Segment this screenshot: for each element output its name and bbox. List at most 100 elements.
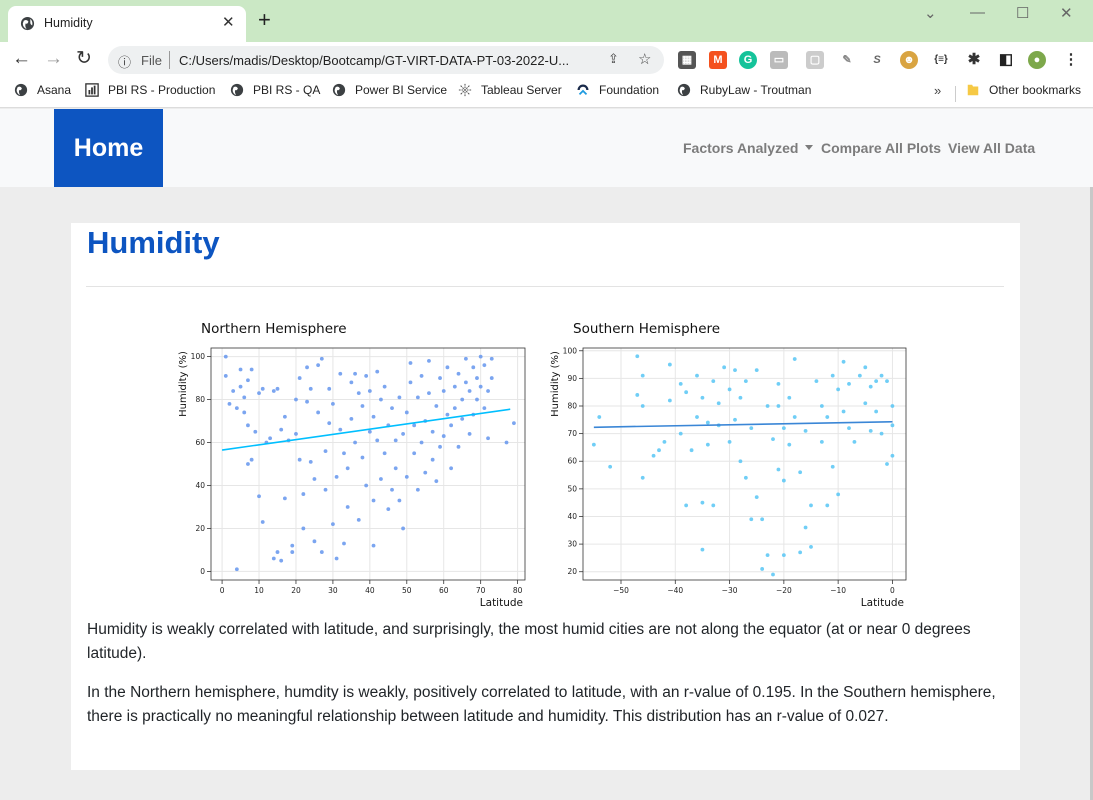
extension-icon[interactable]: ▢: [806, 51, 824, 69]
scatter-point: [356, 391, 361, 396]
compare-all-plots-link[interactable]: Compare All Plots: [821, 140, 942, 156]
puzzle-icon[interactable]: ✱: [965, 51, 983, 69]
bookmark-asana[interactable]: Asana: [14, 83, 71, 97]
view-all-data-link[interactable]: View All Data: [948, 140, 1036, 156]
kebab-menu-icon[interactable]: ⋮: [1062, 51, 1080, 69]
scatter-point: [234, 567, 239, 572]
scatter-point: [456, 371, 461, 376]
extension-icon[interactable]: ▭: [770, 51, 788, 69]
scatter-point: [356, 517, 361, 522]
scatter-point: [847, 382, 851, 386]
scatter-point: [301, 526, 306, 531]
json-extension-icon[interactable]: {≡}: [932, 51, 950, 69]
extension-icon[interactable]: ▦: [678, 51, 696, 69]
southern-hemisphere-plot: Southern Hemisphere −50 −40 −30 −20 −10 0 20 30 4…: [550, 321, 907, 608]
s-extension-icon[interactable]: S: [868, 51, 886, 69]
scatter-point: [879, 373, 884, 378]
plot-frame: [210, 347, 526, 581]
scatter-point: [371, 414, 376, 419]
plot-frame: [582, 347, 907, 581]
scatter-point: [608, 464, 613, 469]
scatter-point: [412, 451, 417, 456]
scatter-point: [345, 505, 350, 509]
scatter-point: [705, 420, 710, 425]
scatter-point: [349, 416, 354, 421]
factors-analyzed-dropdown[interactable]: Factors Analyzed: [683, 140, 814, 156]
y-tick-label: 0: [200, 567, 205, 576]
bookmark-rubylaw-troutman[interactable]: RubyLaw - Troutman: [677, 83, 811, 97]
browser-tab[interactable]: Humidity ✕: [8, 6, 246, 42]
scatter-point: [700, 395, 705, 400]
scatter-point: [301, 492, 306, 496]
scatter-point: [312, 539, 317, 544]
y-tick-label: 40: [567, 512, 577, 521]
x-tick-label: −30: [722, 586, 738, 595]
url-scheme: File: [141, 53, 162, 68]
scatter-point: [305, 399, 309, 404]
y-tick-label: 60: [195, 438, 205, 447]
scatter-point: [738, 395, 743, 400]
bookmark-star-icon[interactable]: ☆: [638, 51, 652, 68]
scatter-point: [257, 391, 261, 396]
scatter-point: [342, 541, 346, 546]
y-tick-label: 70: [567, 429, 577, 438]
scatter-point: [678, 382, 683, 386]
scatter-point: [460, 416, 465, 421]
miro-extension-icon[interactable]: M: [709, 51, 727, 69]
brush-extension-icon[interactable]: ✎: [838, 51, 856, 69]
bookmark-foundation[interactable]: Foundation: [576, 83, 659, 97]
analysis-paragraph: In the Northern hemisphere, humdity is w…: [87, 684, 996, 725]
tab-search-icon[interactable]: ⌄: [924, 5, 937, 22]
new-tab-icon[interactable]: +: [258, 7, 271, 32]
scatter-point: [430, 457, 435, 462]
url-text[interactable]: C:/Users/madis/Desktop/Bootcamp/GT-VIRT-…: [179, 53, 570, 68]
scatter-point: [390, 487, 394, 492]
address-bar[interactable]: ⓘ File C:/Users/madis/Desktop/Bootcamp/G…: [108, 46, 664, 74]
scatter-point: [781, 553, 786, 558]
info-icon[interactable]: ⓘ: [118, 55, 132, 70]
forward-icon[interactable]: →: [44, 48, 63, 69]
scatter-point: [438, 444, 442, 449]
maximize-icon[interactable]: ☐: [1016, 5, 1030, 22]
side-panel-icon[interactable]: ◧: [997, 51, 1015, 69]
reload-icon[interactable]: ↻: [76, 48, 92, 69]
share-icon[interactable]: ⇪: [608, 51, 619, 66]
x-tick-label: 10: [254, 586, 264, 595]
more-bookmarks-chevron-icon[interactable]: »: [934, 83, 942, 98]
scatter-point: [279, 427, 284, 432]
back-icon[interactable]: ←: [12, 48, 31, 69]
bookmark-power-bi-service[interactable]: Power BI Service: [332, 83, 447, 97]
scatter-point: [868, 428, 873, 433]
scatter-point: [475, 397, 479, 402]
scrollbar[interactable]: [1090, 187, 1093, 800]
x-tick-label: 70: [476, 586, 486, 595]
scatter-point: [231, 389, 236, 393]
browser-toolbar: ← → ↻ ⓘ File C:/Users/madis/Desktop/Boot…: [0, 42, 1093, 78]
site-navbar: Home Factors Analyzed Compare All Plots …: [0, 109, 1093, 187]
bookmark-pbi-rs-qa[interactable]: PBI RS - QA: [230, 83, 320, 97]
scatter-point: [419, 374, 424, 378]
scatter-point: [271, 389, 276, 393]
close-window-icon[interactable]: ✕: [1060, 5, 1073, 22]
y-tick-label: 20: [567, 567, 577, 576]
grammarly-extension-icon[interactable]: G: [739, 51, 757, 69]
bookmark-pbi-rs-production[interactable]: PBI RS - Production: [85, 83, 215, 97]
minimize-icon[interactable]: —: [970, 4, 985, 21]
scatter-point: [449, 423, 454, 428]
other-bookmarks-folder[interactable]: Other bookmarks: [966, 83, 1081, 97]
avatar-extension-icon[interactable]: ☻: [900, 51, 918, 69]
scatter-point: [438, 376, 442, 380]
scatter-point: [489, 356, 494, 361]
scatter-point: [360, 404, 365, 408]
scatter-point: [397, 395, 402, 400]
scatter-point: [246, 423, 250, 428]
scatter-point: [651, 453, 656, 458]
close-tab-icon[interactable]: ✕: [222, 14, 235, 31]
summary-paragraph: Humidity is weakly correlated with latit…: [87, 621, 971, 662]
scatter-point: [379, 477, 383, 481]
scatter-point: [504, 440, 509, 445]
profile-avatar[interactable]: ●: [1028, 51, 1046, 69]
caret-down-icon: [805, 145, 814, 150]
bookmark-tableau-server[interactable]: Tableau Server: [458, 83, 562, 97]
home-brand-link[interactable]: Home: [54, 109, 163, 187]
